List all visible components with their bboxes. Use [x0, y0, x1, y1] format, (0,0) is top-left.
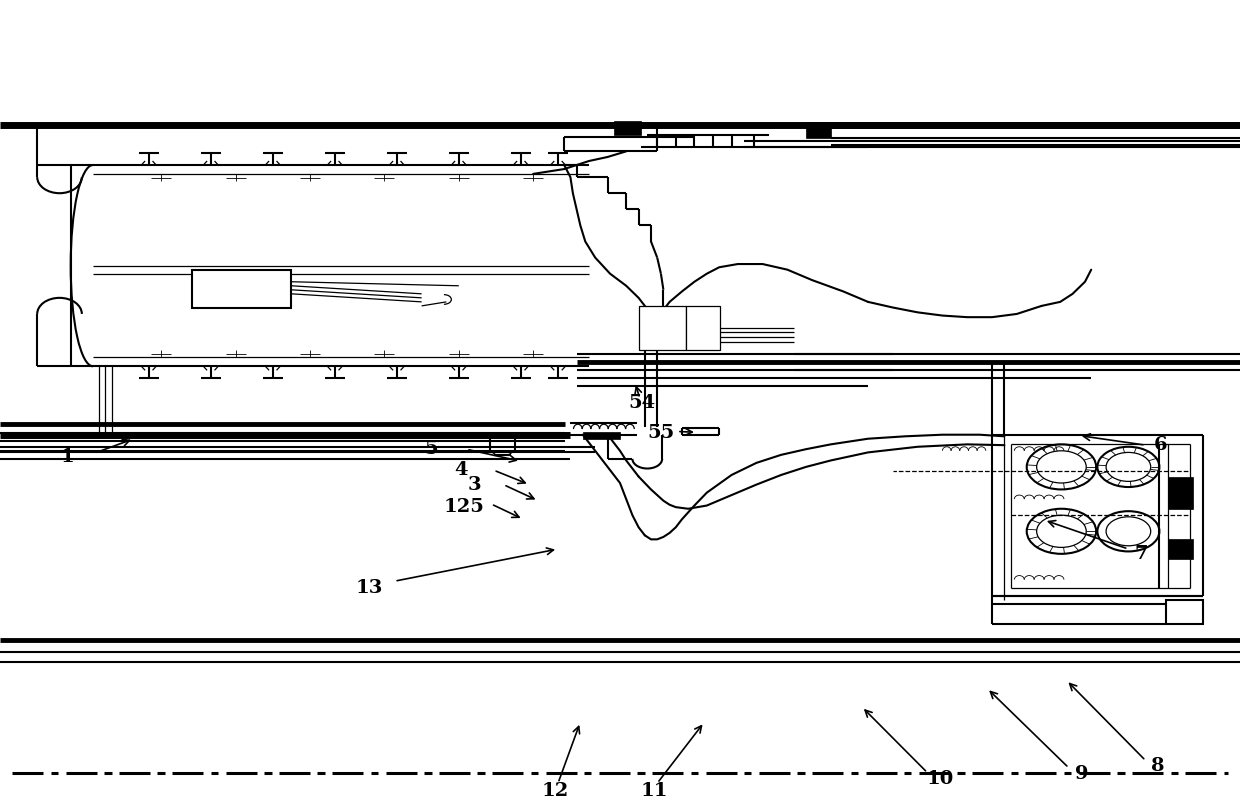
Bar [583, 432, 620, 439]
Text: 125: 125 [444, 498, 484, 516]
Bar [614, 121, 641, 135]
Bar [1168, 539, 1193, 559]
Bar [1168, 477, 1193, 509]
Bar [806, 122, 831, 138]
Text: 4: 4 [455, 461, 467, 479]
Text: 11: 11 [641, 782, 668, 799]
Bar [639, 306, 686, 350]
Text: 54: 54 [629, 394, 656, 411]
Bar [686, 306, 720, 350]
Text: 5: 5 [425, 440, 438, 458]
Bar [192, 270, 291, 308]
Text: 7: 7 [1135, 545, 1147, 563]
Text: 55: 55 [647, 424, 675, 442]
Bar [1166, 600, 1203, 624]
Text: 1: 1 [60, 448, 74, 466]
Text: 12: 12 [542, 782, 569, 799]
Text: 9: 9 [1075, 766, 1087, 783]
Text: 10: 10 [926, 770, 954, 788]
Text: 13: 13 [356, 579, 383, 597]
Text: 8: 8 [1152, 758, 1164, 775]
Text: 6: 6 [1154, 436, 1167, 454]
Text: 3: 3 [469, 477, 481, 494]
